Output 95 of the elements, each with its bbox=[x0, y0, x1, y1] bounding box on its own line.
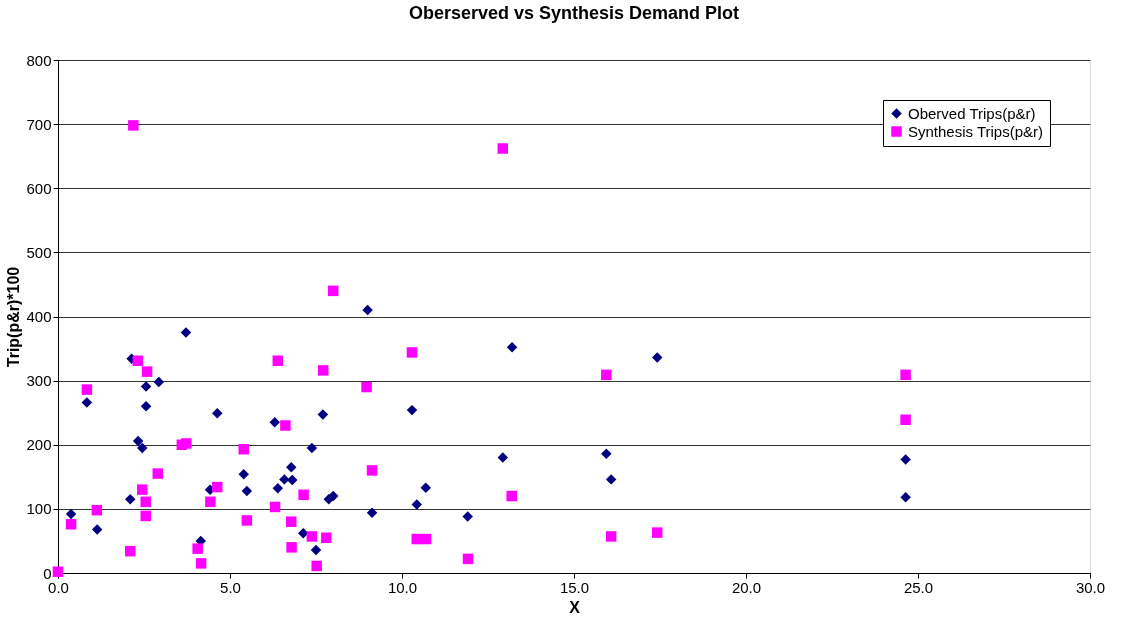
point bbox=[406, 347, 418, 358]
point bbox=[506, 342, 518, 353]
point bbox=[181, 438, 192, 449]
point bbox=[652, 352, 663, 363]
point bbox=[605, 474, 617, 485]
point bbox=[362, 304, 373, 316]
point bbox=[327, 285, 339, 297]
point bbox=[306, 442, 318, 454]
point bbox=[462, 553, 474, 565]
point bbox=[137, 442, 148, 454]
point bbox=[279, 474, 290, 485]
point bbox=[317, 409, 329, 420]
point bbox=[411, 499, 423, 510]
point bbox=[366, 507, 378, 518]
point bbox=[298, 489, 309, 501]
point bbox=[65, 519, 77, 530]
point bbox=[195, 558, 207, 569]
y-tick-label: 200 bbox=[26, 436, 52, 454]
point bbox=[317, 365, 329, 376]
x-tick-label: 30.0 bbox=[1075, 578, 1106, 596]
point bbox=[285, 516, 297, 527]
point bbox=[321, 532, 332, 543]
point bbox=[81, 397, 93, 408]
chart-title: Oberserved vs Synthesis Demand Plot bbox=[408, 3, 740, 23]
y-tick-label: 600 bbox=[26, 179, 52, 197]
point bbox=[205, 496, 216, 508]
point bbox=[361, 381, 372, 393]
point bbox=[280, 420, 291, 431]
point bbox=[91, 524, 103, 535]
point bbox=[366, 465, 378, 476]
point bbox=[900, 414, 911, 425]
point bbox=[153, 376, 165, 388]
point bbox=[140, 401, 152, 412]
point bbox=[497, 452, 509, 463]
point bbox=[180, 327, 192, 338]
point bbox=[272, 355, 284, 366]
y-tick-label: 400 bbox=[26, 308, 52, 325]
point bbox=[192, 543, 203, 554]
point bbox=[311, 560, 322, 572]
point bbox=[287, 474, 298, 486]
point bbox=[497, 143, 509, 154]
point bbox=[132, 435, 144, 447]
point bbox=[406, 404, 418, 416]
y-tick-label: 100 bbox=[26, 500, 52, 518]
point bbox=[152, 468, 163, 479]
legend-label: Synthesis Trips(p&r) bbox=[908, 122, 1044, 140]
x-tick-label: 5.0 bbox=[220, 578, 241, 596]
x-tick-label: 10.0 bbox=[387, 578, 418, 596]
point bbox=[128, 120, 139, 131]
point bbox=[601, 369, 612, 381]
point bbox=[420, 482, 431, 493]
point bbox=[238, 469, 249, 480]
point bbox=[286, 542, 297, 553]
point bbox=[310, 544, 322, 556]
point bbox=[306, 531, 318, 542]
legend-label: Oberved Trips(p&r) bbox=[908, 104, 1036, 122]
point bbox=[125, 494, 136, 505]
point bbox=[272, 483, 284, 494]
point bbox=[52, 566, 64, 577]
point bbox=[91, 504, 103, 516]
x-axis-title: X bbox=[569, 598, 581, 616]
point bbox=[462, 511, 473, 522]
y-tick-label: 700 bbox=[26, 115, 52, 133]
y-tick-label: 800 bbox=[26, 51, 52, 69]
point bbox=[900, 492, 911, 503]
point bbox=[506, 490, 517, 502]
y-tick-label: 500 bbox=[26, 243, 52, 261]
point bbox=[125, 545, 136, 557]
point bbox=[241, 485, 253, 497]
point bbox=[605, 531, 617, 542]
point bbox=[65, 508, 77, 520]
point bbox=[900, 454, 911, 465]
point bbox=[212, 408, 223, 419]
point bbox=[601, 448, 612, 459]
point bbox=[420, 533, 432, 545]
x-tick-label: 20.0 bbox=[731, 578, 762, 596]
point bbox=[241, 515, 253, 526]
point bbox=[238, 443, 249, 455]
y-axis-title: Trip(p&r)*100 bbox=[5, 266, 23, 368]
point bbox=[269, 417, 280, 428]
point bbox=[137, 484, 148, 495]
point bbox=[141, 366, 153, 377]
point bbox=[140, 496, 151, 508]
point bbox=[900, 369, 911, 381]
point bbox=[269, 501, 281, 513]
point bbox=[140, 510, 151, 522]
x-tick-label: 15.0 bbox=[559, 578, 590, 596]
point bbox=[81, 384, 93, 395]
point bbox=[140, 381, 152, 392]
point bbox=[212, 481, 223, 493]
x-tick-label: 25.0 bbox=[903, 578, 934, 596]
y-tick-label: 300 bbox=[26, 372, 52, 390]
point bbox=[285, 461, 297, 473]
point bbox=[132, 355, 144, 366]
point bbox=[652, 527, 663, 538]
